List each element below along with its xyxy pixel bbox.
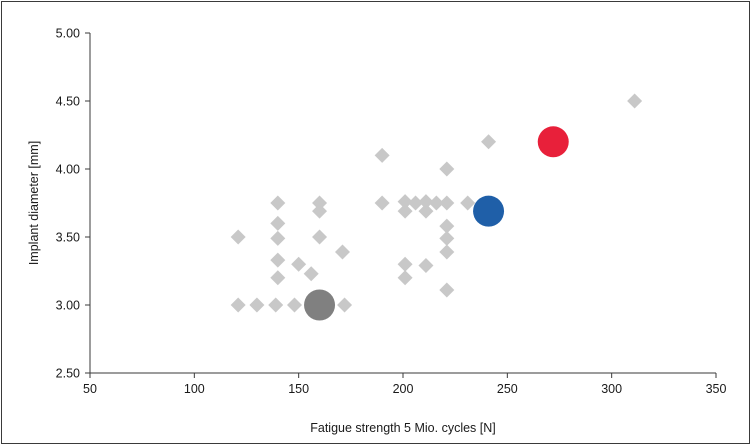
axes: 50 100 150 200 250 300 350 2.50 3.00 3.50 4.00 4.50… — [56, 27, 727, 397]
x-tick-label: 350 — [706, 382, 727, 396]
diamond-point — [374, 195, 390, 211]
diamond-point — [408, 195, 424, 211]
diamond-point — [418, 203, 434, 219]
diamond-point — [230, 297, 246, 313]
circle-point — [304, 289, 336, 321]
diamond-point — [270, 270, 286, 286]
diamond-point — [397, 256, 413, 272]
diamond-point — [439, 230, 455, 246]
diamond-point — [312, 229, 328, 245]
diamond-point — [460, 195, 476, 211]
y-tick-label: 3.50 — [56, 231, 80, 245]
y-tick-label: 4.50 — [56, 95, 80, 109]
x-tick-label: 300 — [601, 382, 622, 396]
diamond-point — [374, 147, 390, 163]
circle-point — [473, 195, 505, 227]
diamond-point — [439, 195, 455, 211]
diamond-point — [249, 297, 265, 313]
diamond-point — [270, 215, 286, 231]
diamond-point — [291, 256, 307, 272]
diamond-point — [303, 266, 319, 282]
diamond-point — [397, 203, 413, 219]
y-tick-label: 3.00 — [56, 299, 80, 313]
diamond-point — [270, 252, 286, 268]
diamond-point — [397, 270, 413, 286]
diamond-point — [418, 194, 434, 210]
x-tick-label: 200 — [393, 382, 414, 396]
diamond-point — [439, 218, 455, 234]
diamond-point — [439, 161, 455, 177]
x-tick-label: 50 — [83, 382, 97, 396]
diamond-point — [334, 244, 350, 260]
diamond-point — [439, 282, 455, 298]
diamond-point — [230, 229, 246, 245]
y-tick-label: 5.00 — [56, 27, 80, 41]
data-points — [230, 93, 643, 321]
y-tick-label: 2.50 — [56, 367, 80, 381]
circle-point — [537, 126, 569, 158]
diamond-point — [418, 258, 434, 274]
x-tick-label: 250 — [497, 382, 518, 396]
x-axis-title: Fatigue strength 5 Mio. cycles [N] — [310, 421, 496, 435]
diamond-point — [312, 195, 328, 211]
diamond-point — [428, 195, 444, 211]
x-tick-label: 100 — [184, 382, 205, 396]
y-tick-label: 4.00 — [56, 163, 80, 177]
diamond-point — [397, 194, 413, 210]
diamond-point — [627, 93, 643, 109]
diamond-point — [439, 244, 455, 260]
diamond-point — [270, 230, 286, 246]
diamond-point — [286, 297, 302, 313]
y-axis-title: Implant diameter [mm] — [27, 141, 41, 265]
diamond-point — [481, 134, 497, 150]
x-tick-label: 150 — [288, 382, 309, 396]
diamond-point — [268, 297, 284, 313]
diamond-point — [337, 297, 353, 313]
diamond-point — [312, 203, 328, 219]
diamond-point — [270, 195, 286, 211]
